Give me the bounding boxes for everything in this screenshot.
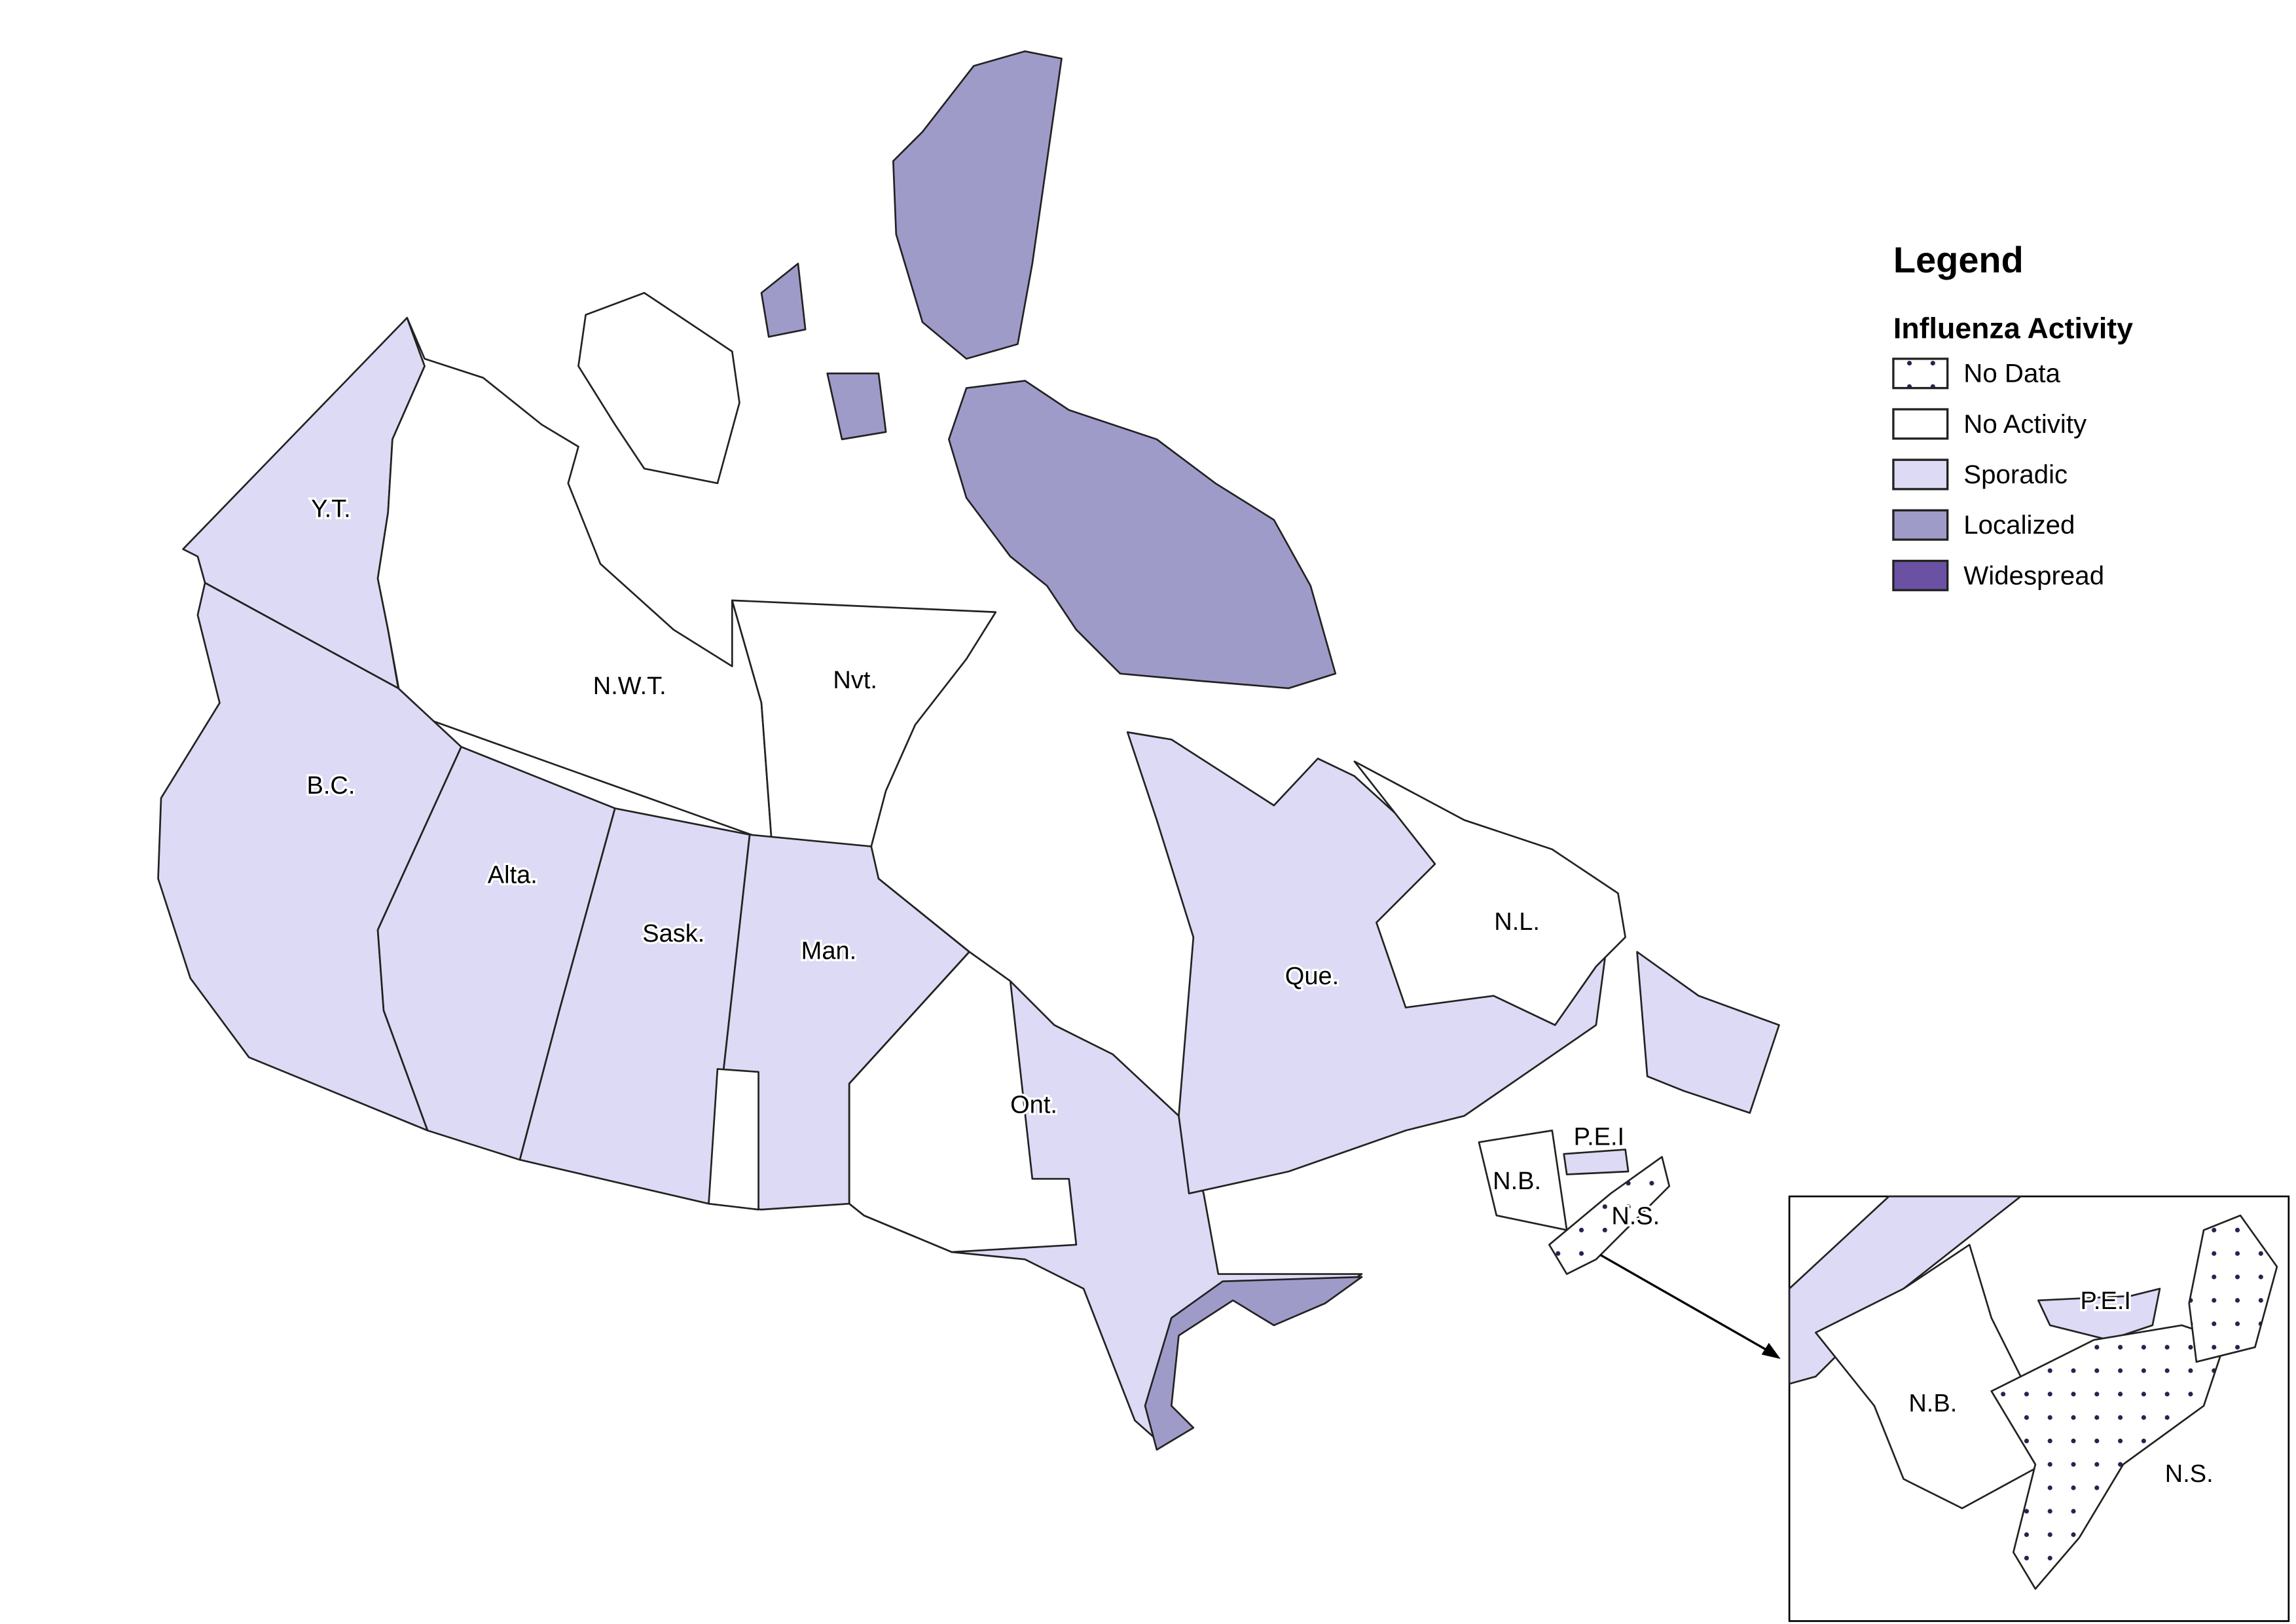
inset-ns-mainland — [1990, 1324, 2227, 1590]
label-bc: B.C. — [307, 772, 355, 800]
legend-label-localized: Localized — [1963, 510, 2075, 540]
label-ont: Ont. — [1010, 1092, 1057, 1119]
region-nvt-mainland — [731, 599, 997, 847]
legend-label-widespread: Widespread — [1963, 561, 2104, 590]
label-sask: Sask. — [642, 920, 704, 948]
legend-swatch-sporadic — [1892, 458, 1949, 490]
legend-swatch-widespread — [1892, 559, 1949, 591]
label-que: Que. — [1285, 963, 1339, 990]
label-nvt: Nvt. — [833, 667, 877, 694]
label-yt: Y.T. — [311, 495, 351, 523]
region-nvt-ellesmere — [892, 50, 1063, 360]
legend-label-sporadic: Sporadic — [1963, 460, 2068, 489]
region-nwt-victoria — [577, 291, 740, 485]
region-ns — [1548, 1156, 1671, 1275]
region-nvt-baffin — [947, 380, 1337, 690]
label-nl: N.L. — [1494, 908, 1540, 936]
label-alta: Alta. — [488, 861, 538, 889]
region-nvt-islands-2 — [826, 372, 887, 441]
region-que — [1126, 731, 1612, 1194]
label-ns: N.S. — [1611, 1203, 1660, 1230]
label-man: Man. — [801, 938, 856, 965]
legend-swatch-none — [1892, 408, 1949, 440]
region-nvt-islands — [760, 263, 807, 338]
region-pei — [1563, 1149, 1630, 1175]
legend-swatch-localized — [1892, 509, 1949, 541]
legend-subtitle: Influenza Activity — [1893, 313, 2133, 345]
legend: Legend Influenza Activity No Data No Acti… — [1892, 239, 2133, 591]
region-nl-island — [1636, 951, 1780, 1114]
maritimes-inset: N.B. P.E.I N.S. — [1788, 1195, 2290, 1622]
inset-label-nb: N.B. — [1908, 1390, 1957, 1418]
region-sask — [519, 807, 751, 1205]
inset-ns-cape-breton — [2188, 1214, 2278, 1363]
main-map — [157, 50, 1780, 1451]
legend-label-none: No Activity — [1963, 409, 2087, 439]
legend-title: Legend — [1893, 239, 2024, 280]
legend-swatch-nodata — [1892, 358, 1949, 390]
inset-pei — [2037, 1287, 2161, 1341]
region-ont-north — [848, 877, 1078, 1253]
inset-label-ns: N.S. — [2165, 1460, 2214, 1488]
province-labels: Y.T. N.W.T. Nvt. B.C. Alta. Sask. Man. O… — [304, 493, 1662, 1232]
region-ont-south — [1144, 1276, 1363, 1451]
label-pei: P.E.I — [1574, 1124, 1624, 1151]
inset-label-pei: P.E.I — [2081, 1287, 2131, 1315]
label-nb: N.B. — [1493, 1168, 1541, 1195]
label-nwt: N.W.T. — [593, 673, 666, 700]
legend-label-nodata: No Data — [1963, 359, 2060, 388]
inset-arrow — [1599, 1254, 1781, 1359]
region-nl-labrador — [1353, 760, 1626, 1026]
region-man-south-west — [708, 1068, 759, 1211]
